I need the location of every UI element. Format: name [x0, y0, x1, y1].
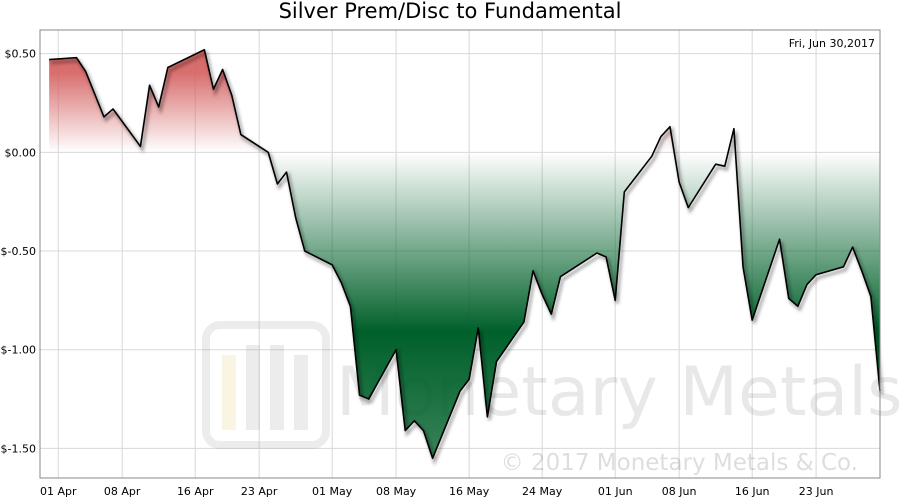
x-tick-label: 08 May — [376, 485, 417, 498]
x-tick-label: 01 Jun — [598, 485, 633, 498]
logo-frame — [202, 321, 330, 449]
x-tick-label: 16 May — [449, 485, 490, 498]
x-tick-label: 01 Apr — [40, 485, 77, 498]
x-tick-label: 08 Jun — [662, 485, 697, 498]
y-tick-label: $0.00 — [5, 146, 37, 159]
y-tick-label: $-1.00 — [1, 344, 36, 357]
x-tick-label: 16 Jun — [735, 485, 770, 498]
y-tick-label: $-1.50 — [1, 442, 36, 455]
y-tick-label: $0.50 — [5, 48, 37, 61]
line-shadow — [51, 50, 884, 466]
line — [49, 48, 881, 460]
y-tick-label: $-0.50 — [1, 245, 36, 258]
watermark: Monetary Metals — [202, 321, 900, 449]
logo-bar — [246, 345, 260, 430]
x-tick-label: 24 May — [522, 485, 563, 498]
logo-bar — [222, 355, 236, 430]
area-negative — [268, 152, 880, 459]
plot — [49, 48, 884, 466]
x-tick-label: 23 Jun — [799, 485, 834, 498]
x-tick-label: 16 Apr — [177, 485, 214, 498]
x-tick-label: 01 May — [312, 485, 353, 498]
x-tick-label: 08 Apr — [104, 485, 141, 498]
x-tick-label: 23 Apr — [241, 485, 278, 498]
chart-title: Silver Prem/Disc to Fundamental — [279, 0, 622, 23]
logo-bar — [294, 355, 308, 430]
area-positive — [49, 49, 880, 153]
copyright: © 2017 Monetary Metals & Co. — [501, 450, 858, 476]
annotation: Fri, Jun 30,2017 — [789, 37, 875, 50]
plot-border — [39, 29, 881, 479]
logo-bar — [270, 345, 284, 430]
